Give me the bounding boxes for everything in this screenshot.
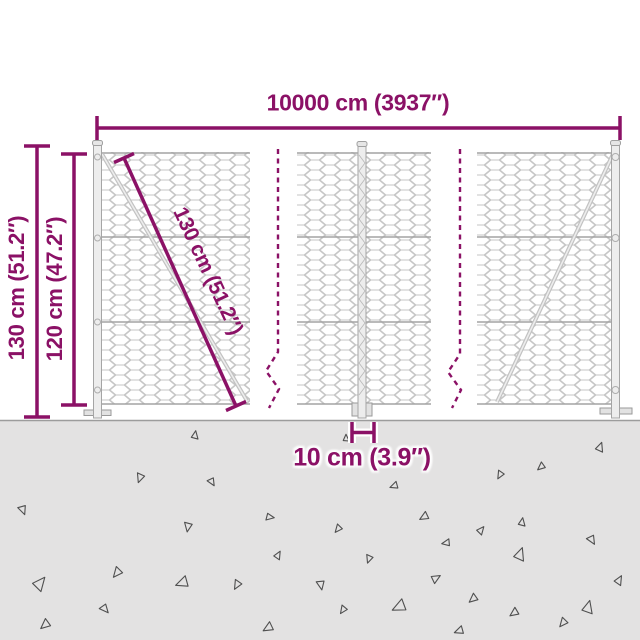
ground-triangle bbox=[391, 598, 407, 611]
ground-triangle bbox=[517, 517, 526, 527]
ground-triangle bbox=[136, 472, 146, 484]
fence-post-left bbox=[83, 140, 112, 419]
ground-triangle bbox=[339, 604, 348, 615]
ground-triangle bbox=[559, 616, 569, 628]
ground-triangles bbox=[17, 430, 623, 634]
ground-triangle bbox=[190, 430, 199, 440]
dim-line-diagonal bbox=[113, 151, 247, 413]
ground-triangle bbox=[585, 534, 596, 545]
break-line-right bbox=[446, 149, 463, 409]
dim-label-total-height: 130 cm (51.2″) bbox=[4, 215, 29, 361]
diagonal-braces bbox=[100, 152, 615, 403]
ground-triangle bbox=[175, 575, 189, 587]
ground-triangle bbox=[468, 592, 479, 603]
dim-line-left-inner bbox=[61, 152, 87, 407]
dimension-lines bbox=[24, 116, 622, 443]
fence-posts bbox=[83, 140, 633, 419]
ground-triangle bbox=[366, 553, 374, 564]
ground-triangle bbox=[430, 574, 441, 585]
ground-triangle bbox=[334, 523, 343, 533]
ground-triangle bbox=[184, 521, 193, 533]
ground-triangle bbox=[315, 580, 325, 591]
dim-line-post-width bbox=[348, 422, 378, 443]
dim-line-left-outer bbox=[24, 144, 50, 419]
ground-triangle bbox=[509, 606, 520, 617]
ground-triangle bbox=[206, 477, 215, 487]
ground-triangle bbox=[513, 547, 525, 562]
ground-triangle bbox=[453, 625, 464, 634]
ground-triangle bbox=[342, 433, 350, 442]
ground-triangle bbox=[581, 599, 593, 615]
ground-triangle bbox=[476, 526, 485, 536]
fence-post-right bbox=[599, 140, 633, 419]
ground-triangle bbox=[419, 510, 430, 521]
support-wires bbox=[98, 152, 616, 405]
dim-label-mesh-height: 120 cm (47.2″) bbox=[42, 216, 67, 362]
ground-triangle bbox=[112, 565, 124, 578]
ground-triangle bbox=[40, 617, 52, 630]
break-lines bbox=[264, 149, 463, 409]
ground-triangle bbox=[233, 578, 243, 590]
break-line-left bbox=[264, 149, 281, 409]
dim-label-post-width: 10 cm (3.9″) bbox=[293, 443, 431, 472]
ground-triangle bbox=[17, 505, 26, 516]
ground-triangle bbox=[31, 576, 46, 593]
ground-triangle bbox=[594, 441, 604, 453]
dim-line-top bbox=[95, 116, 622, 140]
ground bbox=[0, 419, 640, 640]
ground-triangle bbox=[613, 575, 623, 587]
ground-triangle bbox=[273, 550, 281, 561]
ground-triangle bbox=[537, 461, 546, 471]
ground-triangle bbox=[389, 480, 399, 489]
ground-triangle bbox=[265, 512, 275, 521]
fence-post-middle bbox=[351, 141, 373, 419]
ground-triangle bbox=[441, 538, 451, 547]
ground-triangle bbox=[262, 621, 274, 632]
ground-triangle bbox=[497, 469, 505, 480]
ground-triangle bbox=[98, 603, 109, 614]
dim-label-top-width: 10000 cm (3937″) bbox=[266, 89, 450, 116]
